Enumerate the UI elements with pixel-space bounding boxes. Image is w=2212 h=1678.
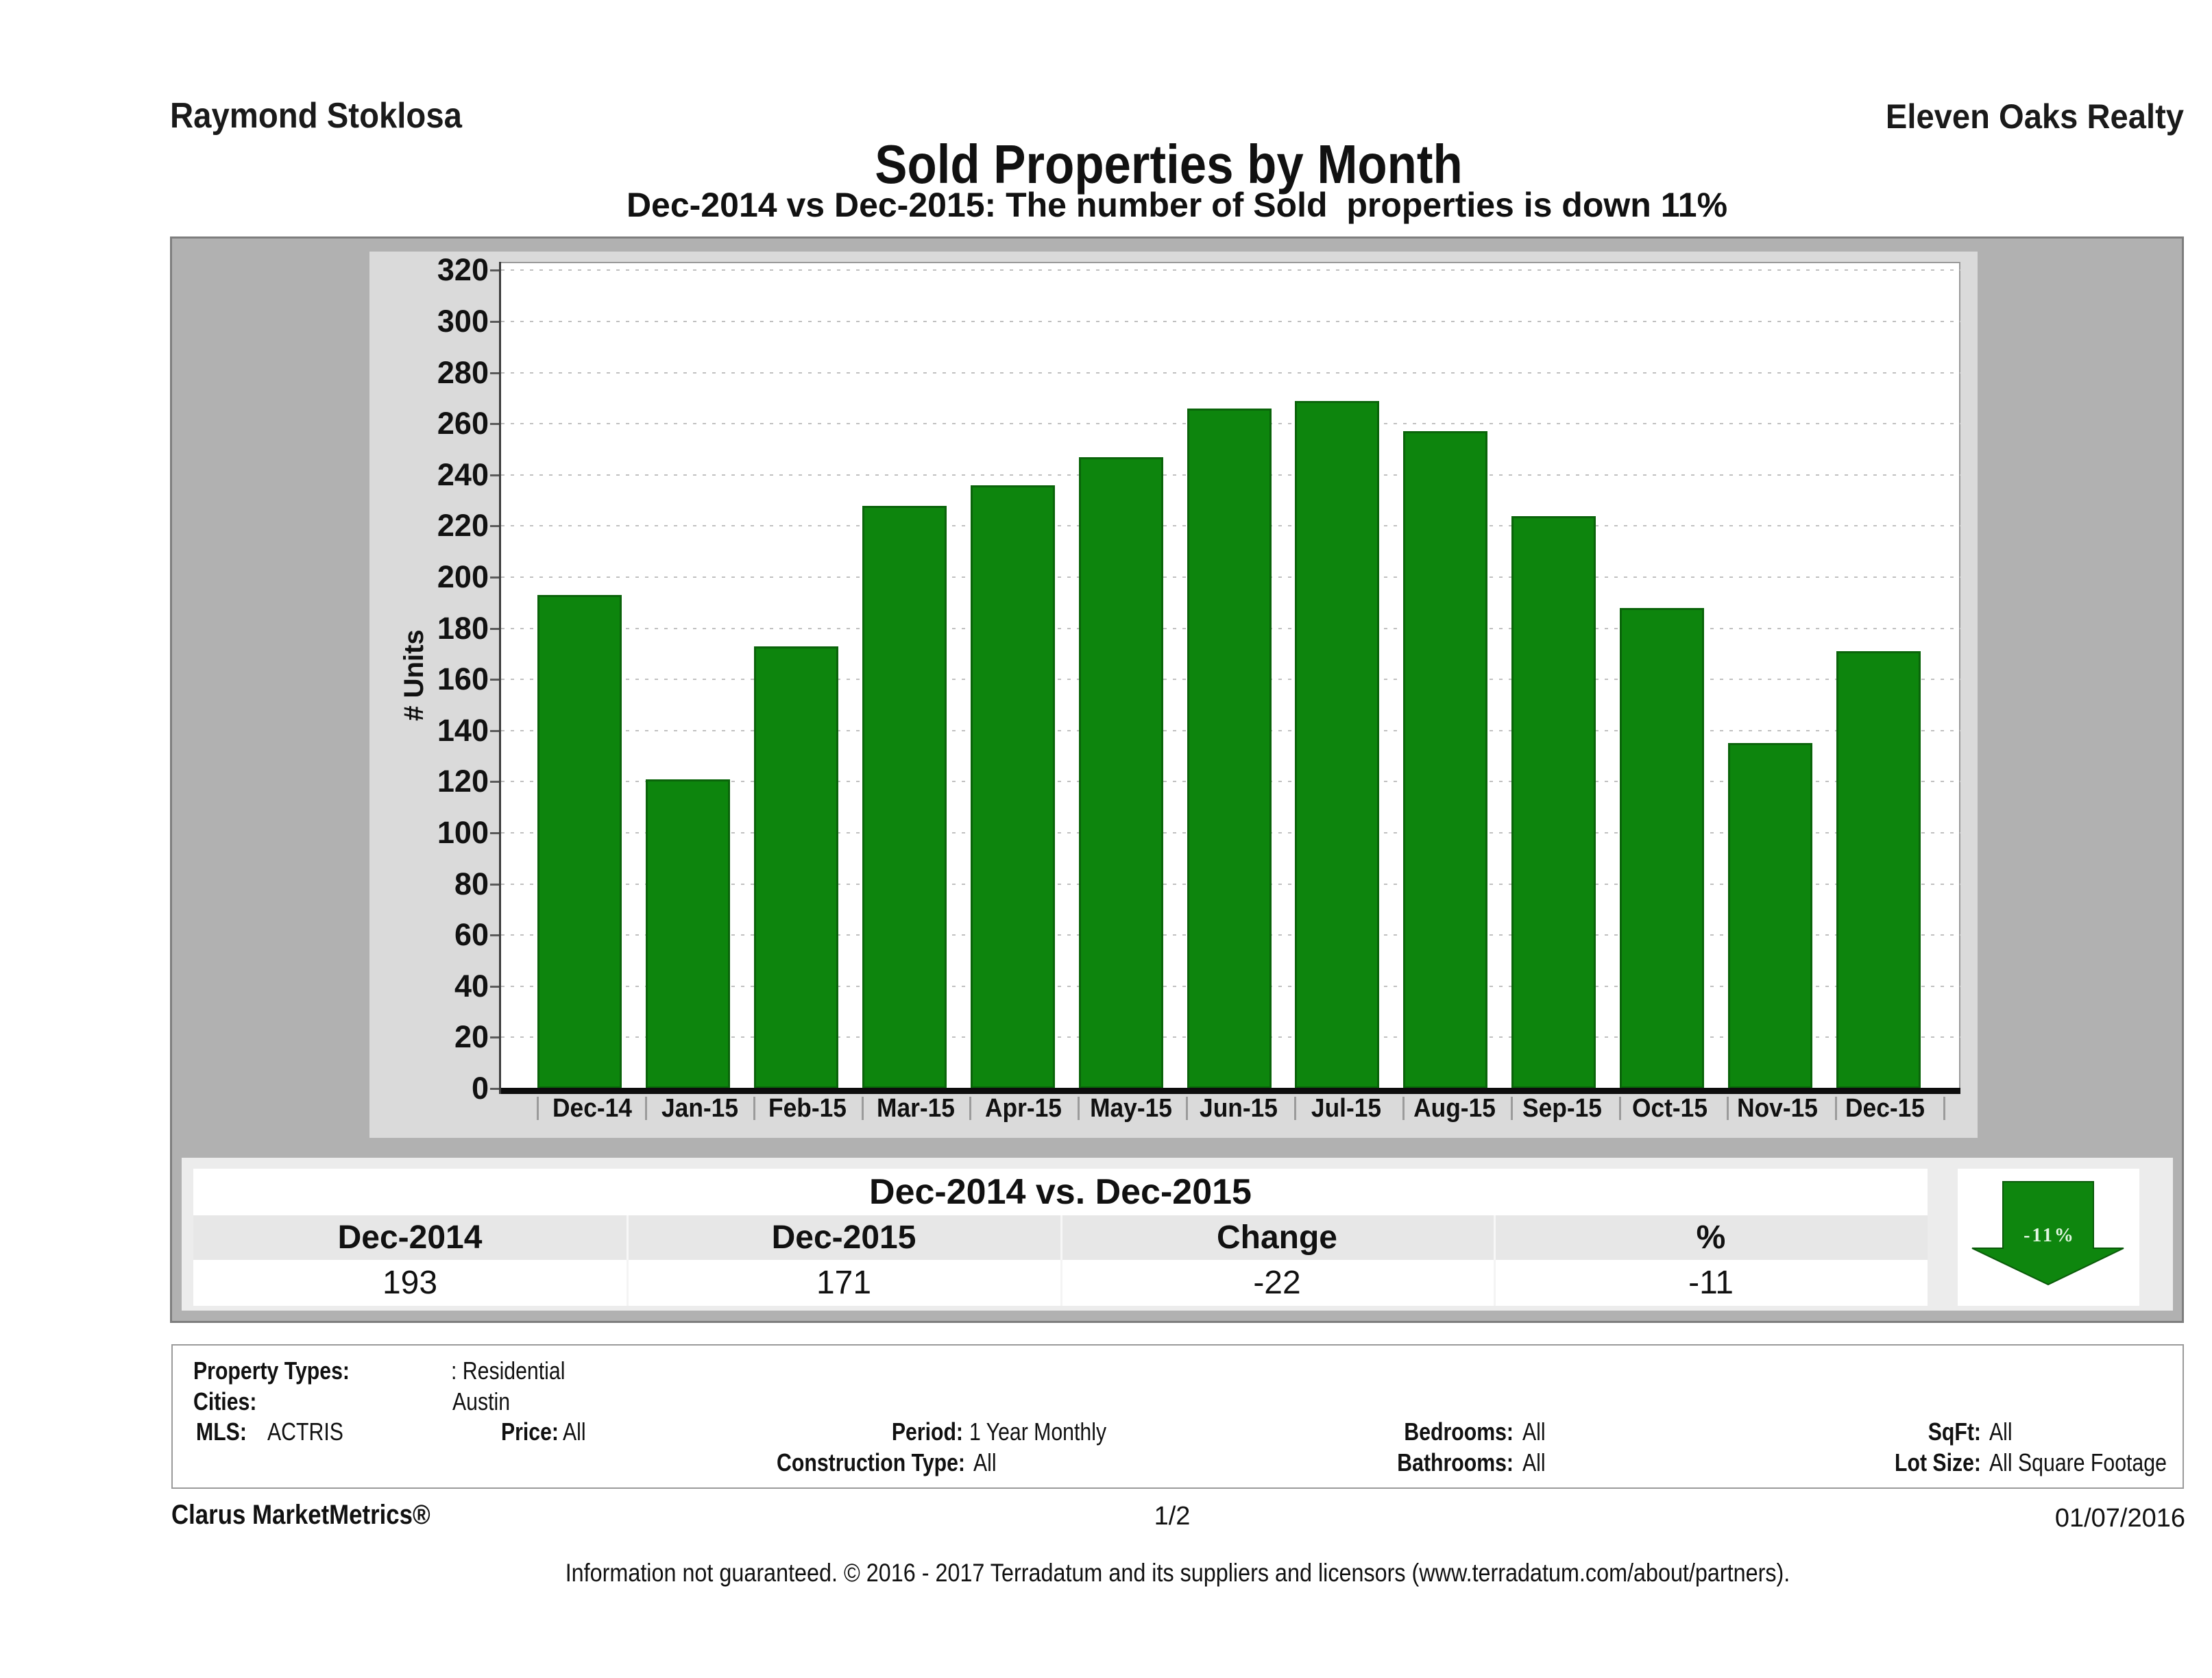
svg-text:-11%: -11% xyxy=(2023,1225,2076,1246)
